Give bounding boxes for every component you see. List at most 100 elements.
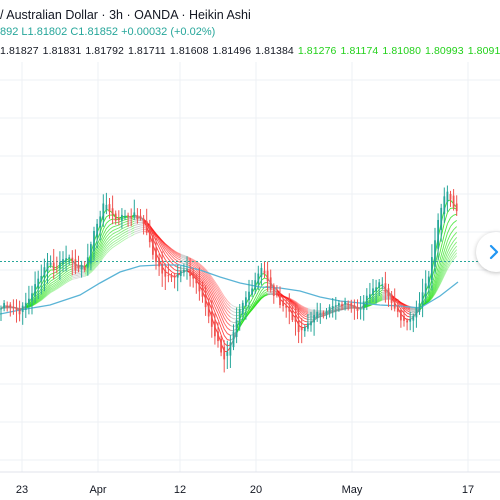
candle (310, 311, 312, 332)
ribbon-segment (375, 296, 380, 301)
ribbon-segment (214, 291, 219, 298)
ribbon-segment (127, 235, 132, 238)
ribbon-segment (211, 280, 216, 287)
candle-body (406, 320, 408, 323)
ribbon-segment (264, 288, 268, 292)
candle (86, 243, 89, 276)
ribbon-segment (72, 275, 76, 277)
candle (369, 282, 371, 304)
ribbon-segment (96, 241, 101, 249)
ribbon-segment (161, 240, 166, 245)
candle-body (381, 284, 384, 286)
ribbon-segment (115, 227, 119, 230)
ribbon-segment (171, 255, 175, 260)
ribbon-segment (99, 248, 104, 255)
ribbon-segment (161, 245, 166, 252)
ribbon-segment (109, 233, 113, 238)
ribbon-segment (171, 249, 175, 253)
candle-body (310, 321, 312, 326)
ribbon-segment (298, 304, 302, 308)
candle (142, 215, 145, 235)
ribbon-segment (59, 280, 64, 284)
slow-ma-line (0, 264, 459, 315)
candle (124, 209, 126, 220)
ribbon-segment (106, 229, 110, 234)
ribbon-segment (208, 275, 213, 282)
ribbon-segment (102, 253, 107, 258)
ribbon-segment (31, 300, 36, 305)
ribbon-segment (397, 300, 402, 303)
ribbon-segment (50, 275, 54, 279)
ribbon-segment (62, 282, 67, 286)
ribbon-segment (112, 234, 116, 238)
ribbon-segment (168, 248, 172, 253)
ribbon-segment (254, 301, 259, 306)
ribbon-segment (124, 230, 129, 233)
ribbon-segment (304, 309, 309, 313)
ribbon-segment (261, 292, 265, 297)
ribbon-segment (134, 226, 138, 229)
ribbon-segment (446, 254, 451, 261)
indicator-value: 1.81792 (85, 45, 124, 57)
ribbon-segment (257, 290, 262, 297)
ribbon-segment (295, 304, 299, 310)
candle (241, 300, 244, 321)
ribbon-segment (78, 276, 82, 279)
ribbon-segment (168, 254, 172, 260)
ribbon-segment (56, 271, 61, 275)
ribbon-segment (121, 239, 126, 242)
ribbon-segment (40, 292, 45, 297)
candle (319, 303, 322, 324)
ribbon-segment (37, 296, 42, 300)
ribbon-segment (375, 295, 380, 299)
ribbon-segment (152, 231, 157, 235)
ribbon-segment (437, 281, 442, 289)
ribbon-segment (335, 309, 339, 312)
ribbon-segment (453, 245, 458, 251)
ribbon-segment (431, 292, 436, 299)
ribbon-segment (41, 297, 45, 301)
candle (328, 304, 331, 318)
candle-body (300, 326, 303, 331)
ribbon-segment (137, 223, 141, 226)
ribbon-segment (47, 269, 51, 274)
ribbon-segment (112, 231, 116, 235)
candle-body (251, 288, 253, 295)
candle-body (257, 273, 260, 285)
candle-body (40, 275, 43, 282)
candle-body (412, 315, 415, 321)
ribbon-segment (372, 301, 377, 304)
ribbon-segment (378, 298, 383, 301)
ribbon-segment (257, 296, 262, 302)
indicator-value: 1.81711 (127, 45, 166, 57)
ribbon-segment (47, 290, 51, 294)
ribbon-segment (155, 237, 160, 244)
ribbon-segment (282, 296, 287, 298)
candle-body (77, 265, 80, 269)
ribbon-segment (428, 279, 433, 291)
candle (440, 203, 443, 242)
ribbon-segment (96, 261, 101, 267)
ribbon-segment (177, 256, 182, 259)
ribbon-segment (130, 222, 135, 226)
ribbon-segment (307, 315, 312, 317)
ribbon-segment (44, 288, 48, 294)
candle-body (192, 272, 195, 279)
ribbon-segment (276, 291, 281, 295)
ribbon-segment (155, 234, 160, 238)
ribbon-segment (158, 247, 163, 255)
ribbon-segment (192, 263, 197, 267)
candle-body (133, 212, 136, 217)
ribbon-segment (171, 248, 175, 252)
ribbon-segment (158, 243, 163, 250)
ribbon-segment (245, 306, 250, 309)
ribbon-segment (168, 246, 172, 250)
ribbon-segment (261, 294, 265, 299)
ribbon-segment (50, 286, 54, 290)
ribbon-segment (406, 307, 411, 310)
ribbon-segment (171, 258, 175, 263)
ribbon-segment (453, 252, 458, 257)
candle-body (121, 214, 123, 221)
